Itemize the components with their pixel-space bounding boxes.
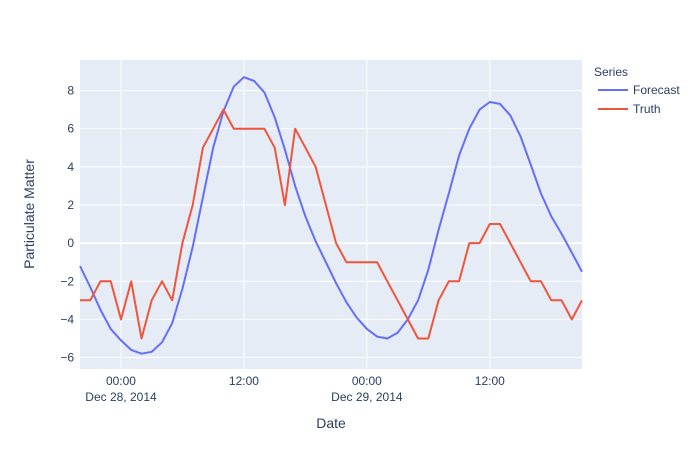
x-axis-title: Date <box>316 415 346 431</box>
x-tick-date-label: Dec 29, 2014 <box>331 390 403 404</box>
x-tick-label: 00:00 <box>352 374 382 388</box>
legend[interactable]: Series Forecast Truth <box>594 65 680 116</box>
y-tick-label: 0 <box>67 236 74 250</box>
y-axis-title: Particulate Matter <box>21 159 37 269</box>
x-tick-label: 12:00 <box>229 374 259 388</box>
series-lines <box>79 76 583 355</box>
grid-lines <box>80 60 582 369</box>
legend-item-forecast[interactable]: Forecast <box>598 83 680 97</box>
y-tick-label: 6 <box>67 122 74 136</box>
plot-background <box>80 60 582 369</box>
y-tick-label: 4 <box>67 160 74 174</box>
legend-label: Truth <box>633 102 661 116</box>
series-line-truth[interactable] <box>80 108 583 340</box>
legend-title: Series <box>594 65 628 79</box>
y-tick-label: 8 <box>67 84 74 98</box>
legend-label: Forecast <box>633 83 680 97</box>
y-axis-ticks: −6 −4 −2 0 2 4 6 8 <box>60 84 74 365</box>
y-tick-label: −6 <box>60 351 74 365</box>
x-tick-label: 00:00 <box>106 374 136 388</box>
legend-item-truth[interactable]: Truth <box>598 102 661 116</box>
x-axis-ticks: 00:00 Dec 28, 2014 12:00 00:00 Dec 29, 2014 1… <box>85 374 505 404</box>
y-tick-label: −2 <box>60 274 74 288</box>
series-line-forecast[interactable] <box>79 76 583 355</box>
y-tick-label: −4 <box>60 312 74 326</box>
y-tick-label: 2 <box>67 198 74 212</box>
x-tick-date-label: Dec 28, 2014 <box>85 390 157 404</box>
x-tick-label: 12:00 <box>475 374 505 388</box>
